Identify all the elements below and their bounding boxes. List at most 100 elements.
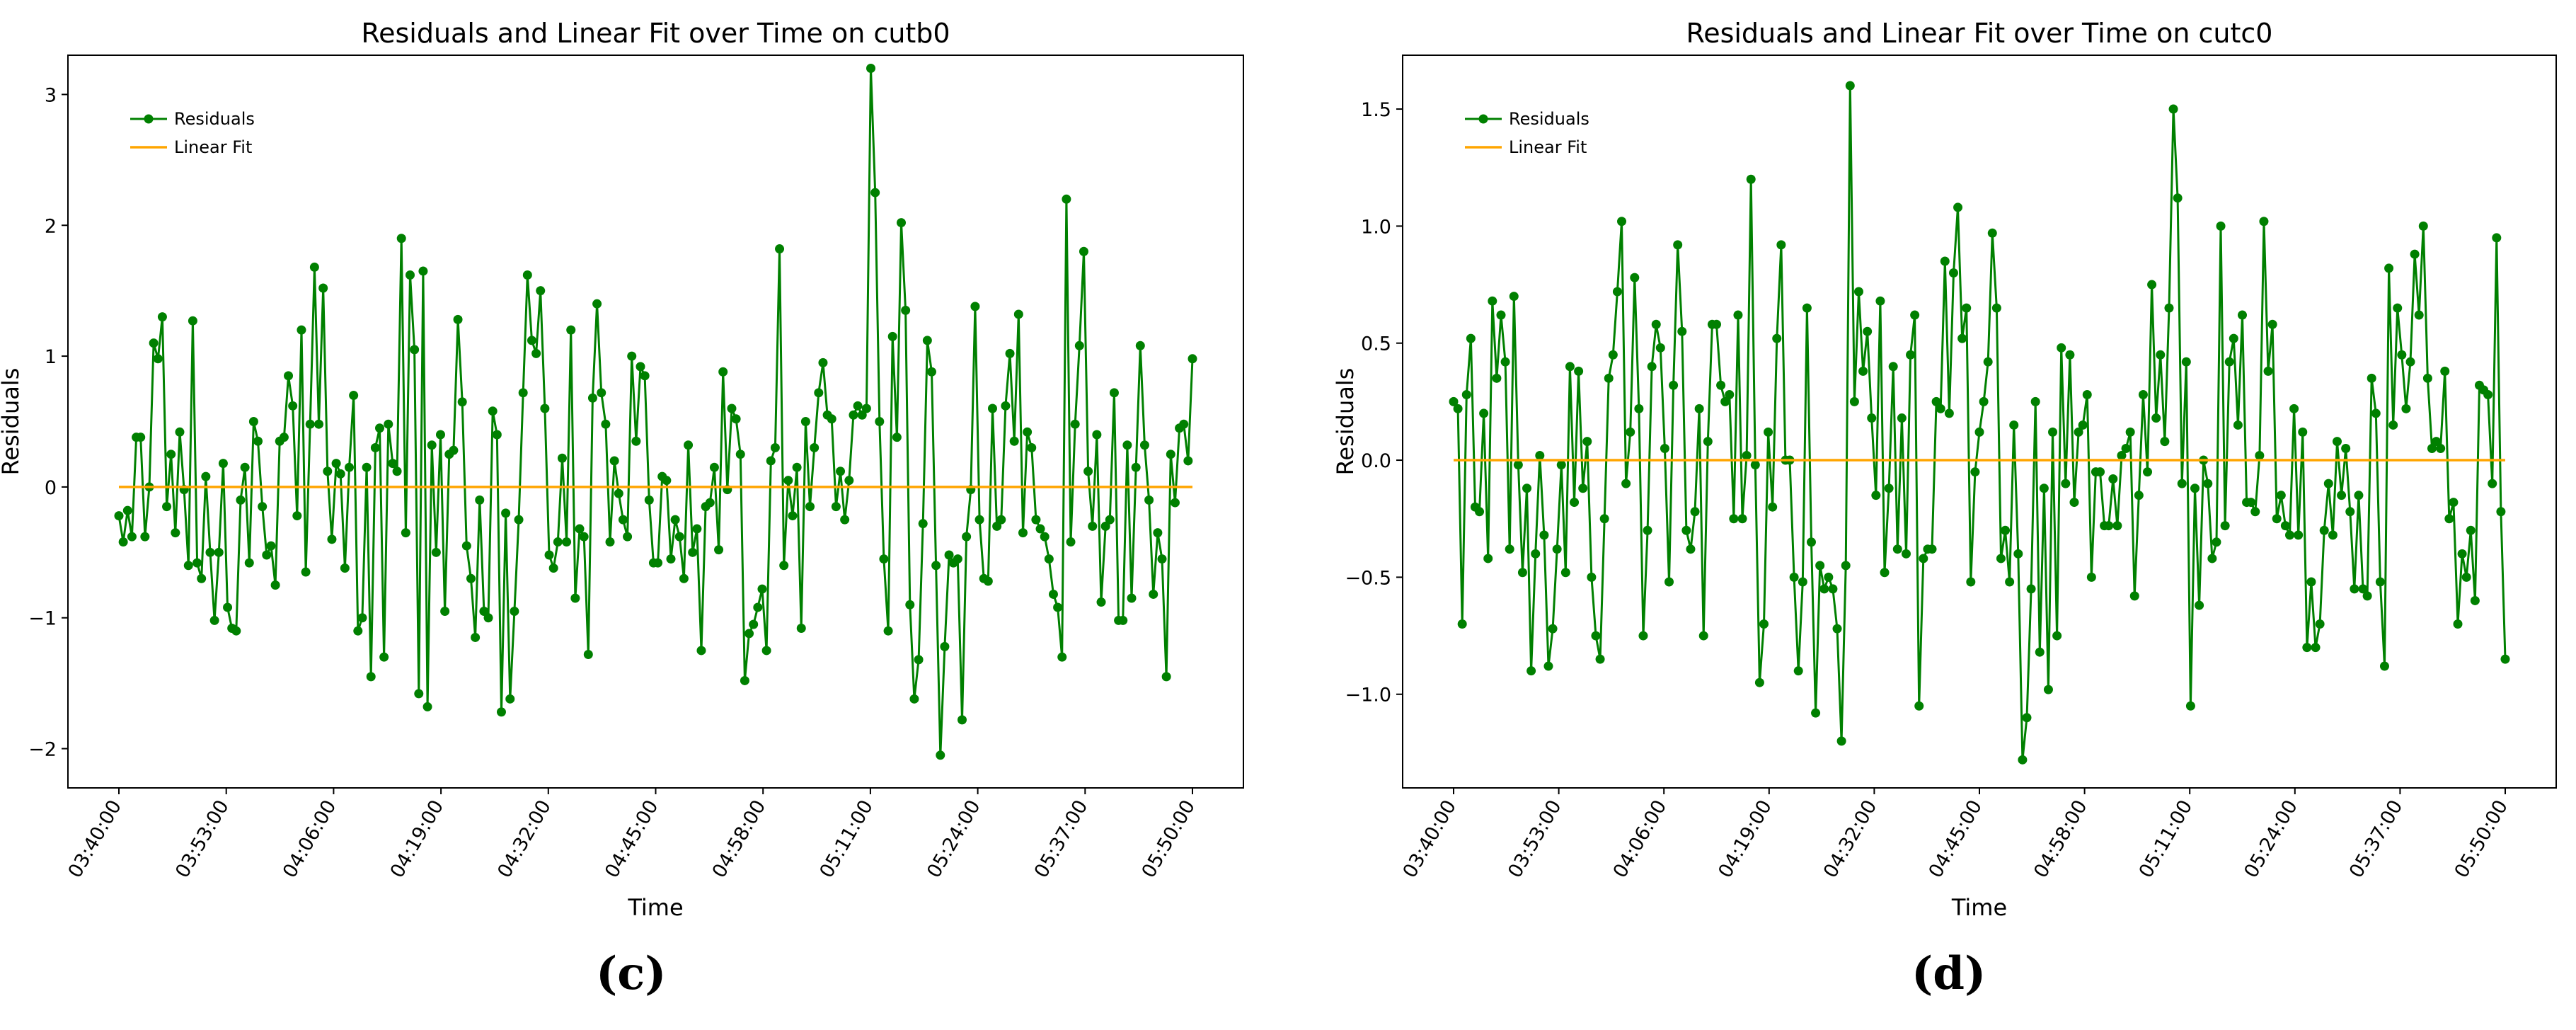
residual-point	[2018, 755, 2028, 765]
x-axis-label: Time	[1951, 894, 2007, 921]
residual-point	[2328, 530, 2338, 540]
residual-point	[766, 456, 776, 466]
residual-point	[453, 314, 463, 324]
residual-point	[1612, 287, 1622, 297]
residual-point	[501, 508, 511, 518]
residual-point	[1655, 343, 1665, 353]
y-axis-label: Residuals	[0, 368, 24, 476]
residual-point	[379, 652, 389, 662]
residual-point	[2043, 685, 2053, 694]
residual-point	[1987, 228, 1997, 238]
residual-point	[2496, 507, 2506, 517]
residual-point	[705, 498, 715, 508]
residual-point	[531, 348, 541, 358]
residual-point	[2026, 584, 2036, 594]
residual-point	[601, 419, 611, 429]
residual-point	[2048, 427, 2058, 437]
residual-point	[1591, 631, 1601, 641]
residual-point	[1574, 366, 1584, 376]
residual-point	[2302, 643, 2312, 653]
residual-point	[514, 515, 524, 525]
residual-point	[1023, 427, 1033, 437]
residual-point	[1811, 708, 1821, 718]
residual-point	[388, 459, 398, 469]
residual-point	[605, 537, 615, 547]
residual-point	[1122, 440, 1132, 450]
legend-fit-label: Linear Fit	[1509, 137, 1587, 157]
residual-point	[1892, 544, 1902, 554]
residual-point	[957, 715, 967, 725]
residual-point	[2371, 408, 2381, 418]
residual-point	[2267, 319, 2277, 329]
residual-point	[1570, 498, 1580, 508]
plot-frame	[67, 55, 1244, 789]
residual-point	[471, 632, 481, 642]
residual-point	[1936, 404, 1945, 413]
residual-point	[1066, 537, 1076, 547]
x-tick-label: 04:58:00	[2030, 796, 2091, 882]
residual-point	[1500, 357, 1510, 367]
residual-point	[1449, 396, 1459, 406]
residual-point	[2185, 701, 2195, 711]
residual-point	[2216, 221, 2226, 231]
residual-point	[953, 554, 962, 564]
residual-point	[2129, 591, 2139, 601]
residual-point	[418, 266, 428, 276]
residual-point	[1062, 194, 1071, 204]
residual-point	[1604, 373, 1614, 383]
residual-point	[2190, 483, 2200, 493]
residual-point	[583, 649, 593, 659]
residual-point	[805, 502, 815, 512]
residual-point	[166, 450, 176, 459]
y-tick-label: 1	[45, 346, 57, 368]
residual-point	[1742, 450, 1752, 460]
residual-point	[327, 534, 337, 544]
residual-point	[1815, 561, 1825, 571]
residual-point	[1643, 525, 1652, 535]
residual-point	[527, 336, 536, 345]
residual-point	[1621, 479, 1631, 488]
residual-point	[2453, 619, 2463, 629]
residual-point	[1053, 602, 1063, 612]
residual-point	[2354, 491, 2364, 500]
residual-point	[1931, 396, 1941, 406]
residual-point	[788, 511, 798, 521]
residual-point	[1105, 515, 1115, 525]
residual-point	[2298, 427, 2308, 437]
residuals-line	[117, 67, 1194, 757]
residual-point	[887, 331, 897, 341]
residual-point	[175, 427, 185, 437]
residual-point	[866, 63, 876, 73]
x-tick-label: 04:32:00	[1819, 796, 1881, 882]
residual-point	[1953, 202, 1963, 212]
residual-point	[1845, 81, 1855, 91]
residual-point	[2470, 595, 2480, 605]
residual-point	[1057, 652, 1067, 662]
residual-point	[2009, 420, 2019, 430]
y-tick-label: −1.0	[1345, 685, 1391, 706]
legend-residuals-label: Residuals	[1509, 109, 1589, 129]
residual-point	[2418, 221, 2428, 231]
residual-point	[466, 573, 476, 583]
residual-point	[2358, 584, 2368, 594]
residual-point	[140, 532, 150, 542]
residual-point	[1996, 554, 2006, 563]
residual-point	[366, 672, 376, 682]
residual-point	[262, 550, 272, 560]
residual-point	[2151, 413, 2161, 423]
residual-point	[1505, 544, 1514, 554]
residual-point	[1991, 303, 2001, 313]
residual-point	[2220, 521, 2230, 531]
residual-point	[1161, 672, 1171, 682]
residual-point	[1479, 408, 1489, 418]
residual-point	[2125, 427, 2135, 437]
residual-point	[2117, 450, 2127, 460]
residual-point	[1565, 362, 1575, 372]
y-tick-label: 0.5	[1361, 333, 1391, 355]
residual-point	[940, 641, 950, 651]
residual-point	[2367, 373, 2376, 383]
residual-point	[1970, 467, 1980, 477]
residual-point	[926, 367, 936, 377]
residual-point	[1897, 413, 1907, 423]
residual-point	[1079, 246, 1088, 256]
